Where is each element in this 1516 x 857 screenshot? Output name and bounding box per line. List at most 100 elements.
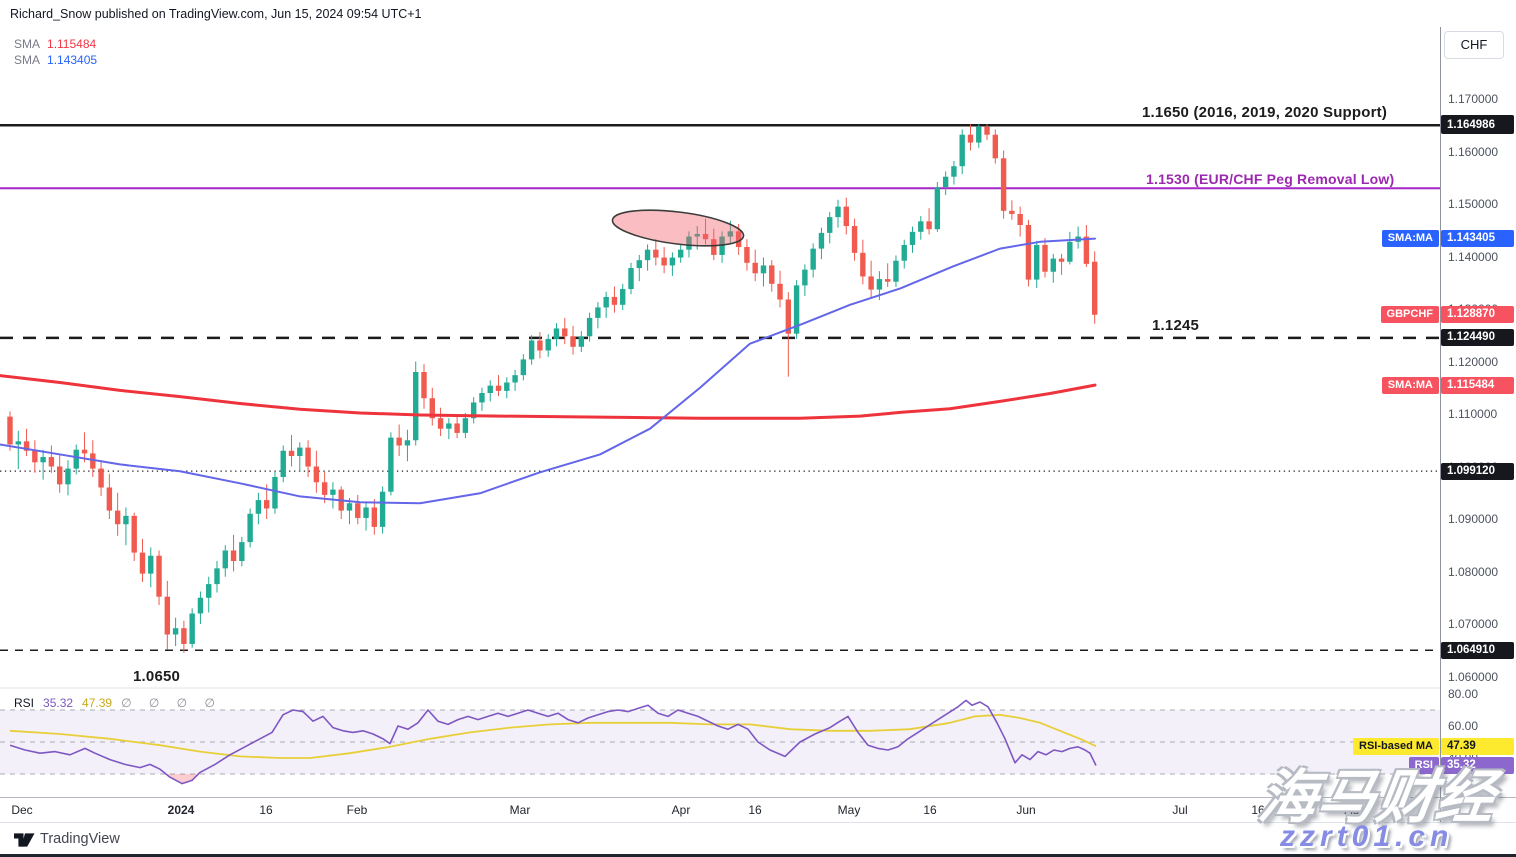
candle-body	[851, 226, 858, 253]
candle-body	[272, 477, 278, 509]
candle-body	[562, 328, 568, 337]
sma-slow-legend-row: SMA 1.115484	[14, 36, 104, 52]
candle-body	[827, 217, 833, 233]
rsi-label: RSI	[14, 696, 35, 710]
candle-body	[611, 296, 618, 305]
candle-body	[1091, 261, 1098, 315]
candle-body	[255, 500, 262, 514]
candle-body	[263, 500, 270, 509]
candle-body	[421, 372, 427, 399]
candle-body	[818, 232, 825, 249]
axis-tick: 1.100000	[1448, 459, 1499, 474]
candle-body	[81, 449, 88, 454]
axis-tick: 1.070000	[1448, 617, 1499, 631]
price-axis-border	[1440, 27, 1441, 822]
candle-body	[760, 265, 767, 274]
candle-body	[1042, 244, 1048, 272]
candle-body	[909, 231, 916, 245]
rsi-empty-values: ∅ ∅ ∅ ∅	[121, 696, 222, 710]
candle-body	[288, 450, 295, 456]
sma-fast-value: 1.143405	[47, 53, 98, 67]
axis-tick: 1.090000	[1448, 512, 1499, 526]
candle-body	[222, 550, 228, 569]
candle-body	[106, 487, 113, 511]
candle-body	[1034, 244, 1040, 280]
candle-body	[156, 555, 162, 597]
candle-body	[868, 276, 874, 290]
time-tick: Apr	[671, 803, 691, 817]
level-annotation: 1.1530 (EUR/CHF Peg Removal Low)	[1146, 171, 1395, 187]
rsi-legend: RSI 35.32 47.39 ∅ ∅ ∅ ∅	[14, 696, 231, 710]
candle-body	[90, 453, 96, 469]
rsi-value: 35.32	[43, 696, 74, 710]
candle-body	[7, 416, 13, 445]
candle-body	[976, 126, 982, 143]
highlight-ellipse	[611, 209, 745, 247]
axis-badge-value: 1.064910	[1441, 642, 1514, 660]
candle-body	[139, 552, 146, 574]
axis-badge-value: 1.115484	[1441, 376, 1514, 394]
candle-body	[926, 221, 932, 230]
candle-body	[197, 597, 204, 614]
chart-plot[interactable]	[0, 0, 1440, 822]
candle-body	[669, 257, 676, 266]
candle-body	[1058, 258, 1065, 262]
candle-body	[677, 249, 684, 258]
candle-body	[239, 542, 245, 561]
candle-body	[1017, 213, 1023, 225]
candle-body	[123, 515, 129, 525]
axis-tick: 1.120000	[1448, 354, 1499, 369]
axis-badge-value: 1.124490	[1441, 329, 1514, 347]
candle-body	[363, 507, 369, 518]
tradingview-logo-icon[interactable]	[14, 831, 36, 849]
candle-body	[437, 418, 444, 429]
sma-slow-value: 1.115484	[47, 37, 97, 51]
candle-body	[810, 248, 816, 270]
candle-body	[131, 515, 137, 553]
level-annotation: 1.0650	[133, 668, 181, 685]
candle-body	[942, 176, 949, 188]
candle-body	[512, 375, 518, 383]
time-tick: May	[837, 803, 861, 817]
candle-body	[1009, 210, 1015, 214]
candle-body	[793, 285, 800, 334]
candle-body	[164, 596, 171, 635]
candle-body	[520, 359, 527, 376]
candle-body	[487, 385, 493, 393]
indicator-legend: SMA 1.115484 SMA 1.143405	[14, 36, 104, 68]
axis-tick: 1.080000	[1448, 564, 1499, 579]
candle-body	[860, 252, 866, 277]
candle-body	[545, 338, 551, 351]
candle-body	[918, 221, 924, 232]
candle-body	[495, 385, 502, 391]
tradingview-brand-text[interactable]: TradingView	[40, 831, 120, 847]
axis-tick: 20.00	[1448, 783, 1479, 797]
axis-badge-value: 1.164986	[1441, 116, 1514, 134]
rsi-ma-value: 47.39	[82, 696, 113, 710]
level-annotation: 1.1650 (2016, 2019, 2020 Support)	[1142, 104, 1388, 121]
sma-label: SMA	[14, 53, 41, 67]
candle-body	[620, 289, 626, 305]
candle-body	[984, 126, 990, 135]
time-tick: Jul	[1172, 803, 1188, 817]
time-axis[interactable]: Dec 2024 16 Feb Mar Apr 16 May 16 Jun Jul 16 Aug	[0, 797, 1516, 823]
candle-body	[48, 457, 55, 467]
time-tick: Jun	[1016, 803, 1036, 817]
time-tick: Aug	[1344, 803, 1366, 817]
candle-body	[802, 269, 808, 286]
time-tick: 16	[748, 803, 762, 817]
candle-body	[694, 233, 700, 237]
candle-body	[951, 166, 957, 177]
candle-body	[528, 340, 535, 360]
candle-body	[65, 468, 71, 485]
candle-body	[777, 283, 783, 300]
candle-body	[686, 236, 692, 250]
candle-body	[98, 468, 104, 488]
candle-body	[744, 247, 750, 263]
candle-body	[297, 447, 303, 456]
currency-button[interactable]: CHF	[1444, 31, 1504, 59]
candle-body	[653, 249, 659, 258]
rsi-line	[9, 699, 1097, 785]
candle-body	[504, 382, 510, 391]
